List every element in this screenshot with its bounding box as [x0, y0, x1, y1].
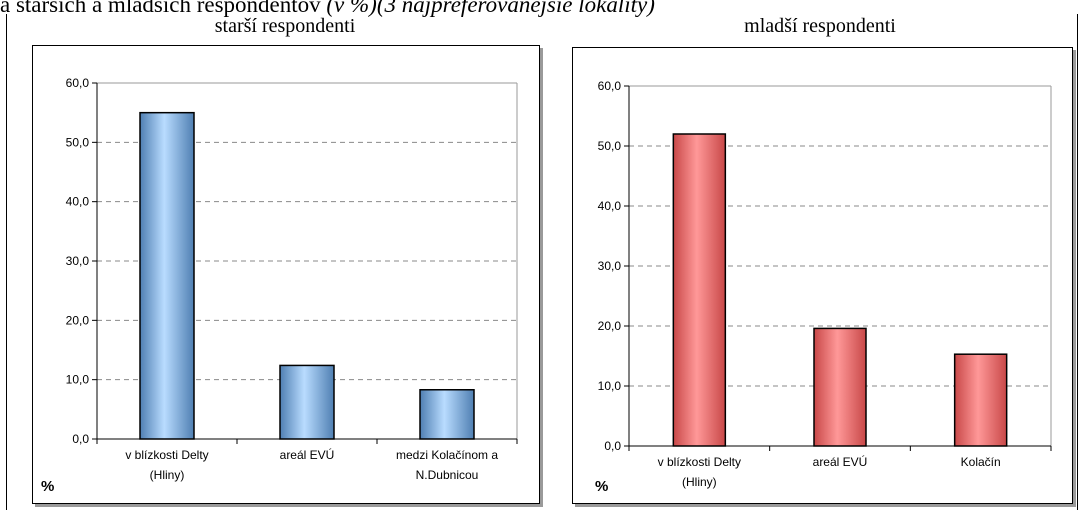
y-tick-label: 60,0 — [598, 79, 622, 93]
outer-frame — [6, 14, 1078, 510]
x-tick-label: (Hliny) — [150, 468, 185, 482]
header-text: a starších a mladších respondentov — [0, 0, 327, 17]
chart-title-younger: mladší respondenti — [744, 15, 896, 37]
x-tick-label: areál EVÚ — [280, 447, 335, 462]
y-tick-label: 0,0 — [604, 439, 621, 453]
y-tick-label: 60,0 — [66, 76, 90, 90]
bar-chart-older: 0,0 10,0 20,0 30,0 40,0 50,0 60,0 v blízkosti D… — [41, 76, 518, 495]
y-tick-label: 10,0 — [66, 373, 90, 387]
x-tick-label: Kolačín — [961, 455, 1001, 469]
y-tick-label: 50,0 — [66, 135, 90, 149]
y-tick-label: 30,0 — [66, 254, 90, 268]
chart-panel-younger: 0,0 10,0 20,0 30,0 40,0 50,0 60,0 v blízkosti D… — [572, 47, 1073, 504]
y-tick-label: 40,0 — [66, 195, 90, 209]
x-tick-label: areál EVÚ — [813, 454, 868, 469]
x-tick-label: medzi Kolačínom a — [396, 448, 498, 462]
bar-chart-younger: 0,0 10,0 20,0 30,0 40,0 50,0 60,0 v blízkosti D… — [595, 79, 1052, 495]
x-tick-label: v blízkosti Delty — [658, 455, 741, 469]
y-axis-label: % — [41, 478, 54, 495]
y-tick-label: 40,0 — [598, 199, 622, 213]
header-text-italic: (v %)(3 najpreferovanejšie lokality) — [326, 0, 655, 17]
chart-title-older: starší respondenti — [214, 15, 356, 37]
bar — [419, 389, 475, 440]
bar — [139, 111, 195, 440]
bar — [672, 133, 727, 447]
page-header: a starších a mladších respondentov (v %)… — [0, 0, 655, 18]
y-tick-label: 30,0 — [598, 259, 622, 273]
y-tick-label: 20,0 — [598, 319, 622, 333]
chart-panel-older: 0,0 10,0 20,0 30,0 40,0 50,0 60,0 v blízkosti D… — [32, 45, 540, 504]
x-tick-label: (Hliny) — [682, 475, 717, 489]
y-tick-label: 20,0 — [66, 313, 90, 327]
bar — [813, 327, 867, 447]
y-tick-label: 0,0 — [72, 432, 89, 446]
y-tick-label: 50,0 — [598, 139, 622, 153]
y-tick-label: 10,0 — [598, 379, 622, 393]
x-tick-label: v blízkosti Delty — [125, 448, 208, 462]
y-axis-label: % — [595, 478, 608, 495]
x-tick-label: N.Dubnicou — [416, 468, 479, 482]
bar — [279, 364, 335, 440]
bar — [953, 353, 1008, 447]
